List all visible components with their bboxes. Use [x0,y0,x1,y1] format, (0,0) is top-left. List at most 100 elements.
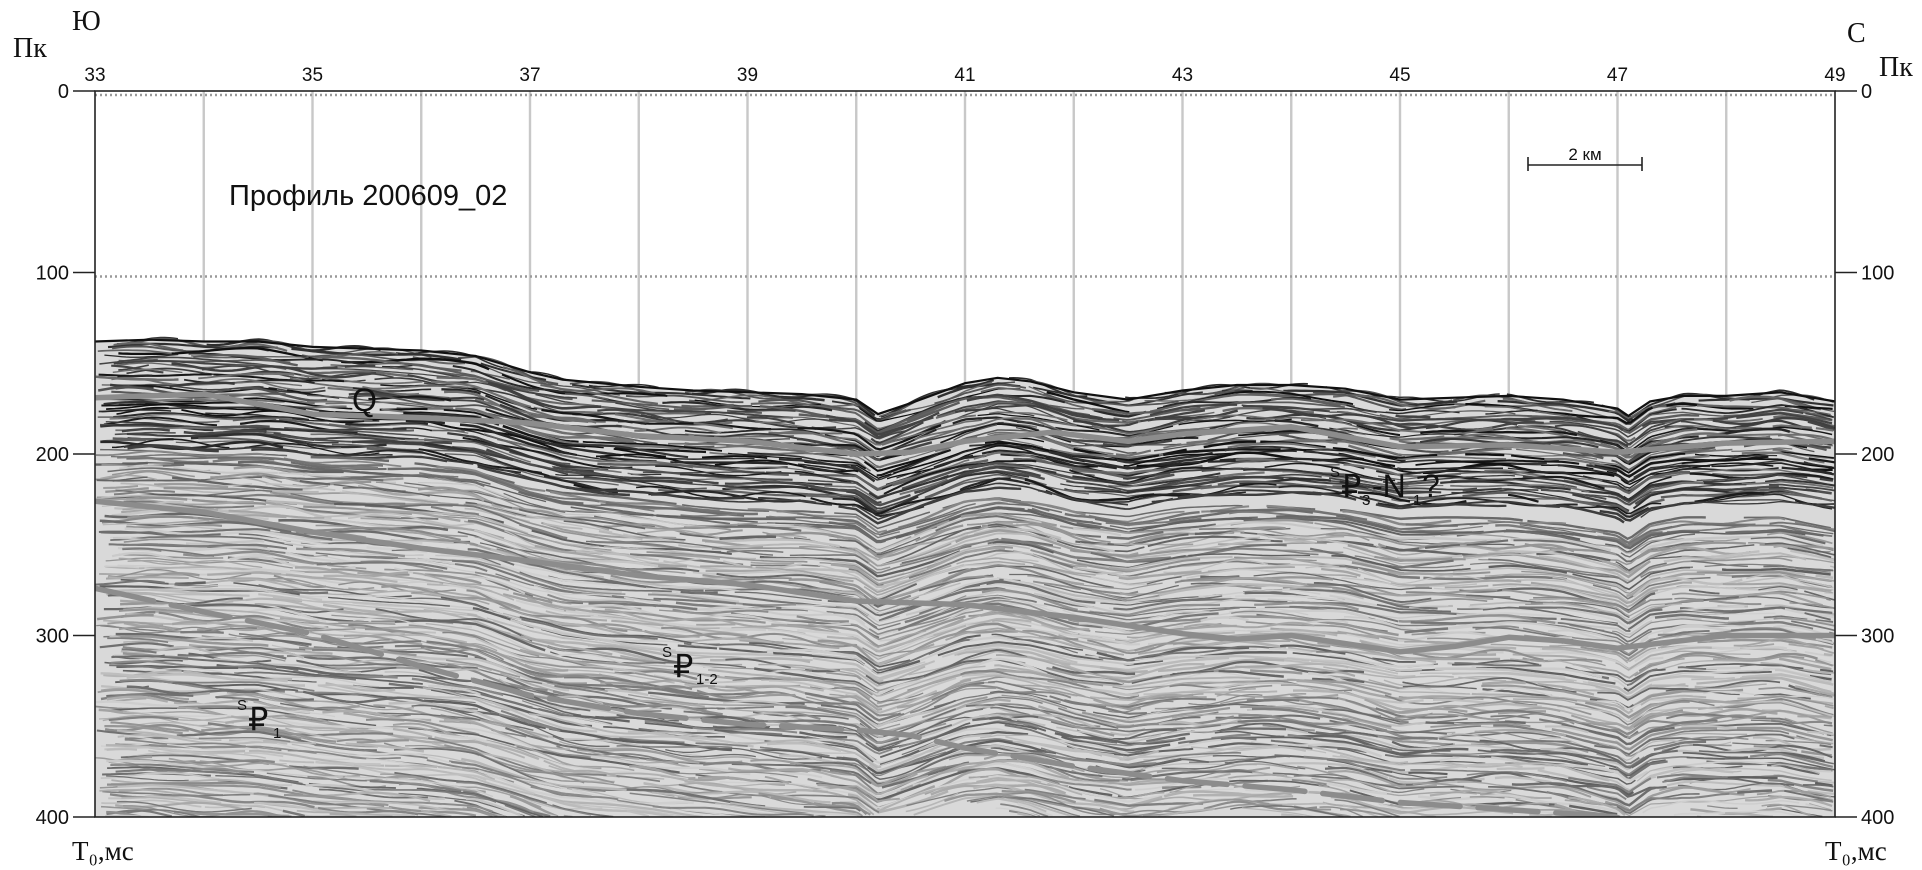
reflection-trace [1608,759,1666,777]
reflection-trace [977,413,1100,431]
reflection-trace [839,609,984,641]
reflection-trace [817,630,1018,666]
reflection-trace [1404,640,1466,645]
reflection-trace [266,772,367,782]
reflection-trace [556,745,679,765]
reflection-trace [1706,666,1741,670]
reflection-trace [830,546,1006,586]
reflection-trace [1431,750,1606,768]
reflection-trace [817,706,901,731]
reflection-trace [867,767,1060,801]
reflection-trace [1061,735,1171,752]
reflection-trace [1311,777,1477,797]
reflection-trace [441,733,503,748]
reflection-trace [331,443,498,461]
reflection-trace [112,476,148,482]
reflection-trace [1506,757,1668,781]
reflection-trace [820,704,879,726]
reflection-trace [126,711,232,717]
reflection-trace [563,801,686,817]
reflection-trace [830,775,871,793]
reflection-trace [121,648,157,654]
reflection-trace [1240,705,1319,713]
reflection-trace [1523,627,1633,649]
reflection-trace [1017,812,1031,817]
reflection-trace [207,571,282,576]
reflection-trace [1375,470,1573,476]
profile-title: Профиль 200609_02 [229,180,507,212]
reflection-trace [117,733,288,745]
reflection-trace [1072,676,1261,688]
left-tick-label: 200 [36,444,69,466]
reflection-trace [431,457,545,483]
reflection-trace [345,742,425,753]
reflection-trace [1027,508,1102,526]
reflection-trace [511,557,704,592]
reflection-trace [1368,445,1512,456]
reflection-trace [299,479,331,486]
reflection-trace [1085,437,1199,448]
reflection-trace [1720,698,1834,716]
reflection-trace [1235,457,1275,462]
reflection-trace [1129,517,1270,534]
reflection-trace [430,505,480,516]
reflection-trace [826,610,901,631]
reflection-trace [1242,404,1330,413]
reflection-trace [1163,439,1338,449]
reflection-trace [496,438,694,469]
reflection-trace [328,596,450,607]
reflection-trace [394,771,548,805]
unit-label-p1-2: S ₽ 1-2 [662,644,718,688]
reflection-trace [519,523,568,540]
reflection-trace [515,599,564,613]
unit-label-q: Q [352,382,377,418]
reflection-trace [114,588,250,597]
reflection-trace [510,618,676,652]
reflection-trace [1094,421,1238,435]
reflection-trace [987,523,1145,553]
reflection-trace [571,755,751,776]
reflection-trace [123,734,264,746]
reflection-trace [1291,778,1327,786]
reflection-trace [969,636,1014,642]
reflection-trace [1603,522,1756,545]
reflection-trace [1440,451,1598,460]
reflection-trace [659,609,816,623]
reflection-trace [112,368,183,374]
reflection-trace [838,638,974,672]
reflection-trace [485,408,526,422]
reflection-trace [1769,483,1835,492]
reflection-trace [628,693,807,707]
reflection-trace [234,671,356,681]
reflection-trace [474,571,511,582]
reflection-trace [1059,606,1256,617]
reflection-trace [163,486,255,492]
seafloor-line [95,338,1835,418]
reflection-trace [862,647,920,657]
reflection-trace [1749,752,1834,768]
reflection-trace [1452,671,1575,683]
reflection-trace [1010,649,1085,673]
reflection-trace [990,706,1030,716]
reflection-trace [1662,776,1728,784]
reflection-trace [1076,728,1177,740]
reflection-trace [879,721,1038,759]
reflection-trace [1113,531,1245,546]
reflection-trace [1451,489,1539,494]
reflection-trace [1465,403,1653,425]
reflection-trace [1064,510,1200,525]
reflection-trace [116,406,169,415]
reflection-trace [719,535,777,541]
reflection-trace [1645,658,1685,668]
reflection-trace [623,533,685,543]
reflection-trace [428,370,573,401]
svg-text:S: S [662,644,672,661]
reflection-trace [1214,693,1307,698]
reflection-trace [1505,427,1698,457]
reflection-trace [365,718,480,736]
reflection-trace [982,703,1101,728]
reflection-trace [1754,693,1811,700]
reflection-trace [452,445,623,479]
reflection-trace [430,707,549,738]
reflection-trace [1726,592,1824,607]
